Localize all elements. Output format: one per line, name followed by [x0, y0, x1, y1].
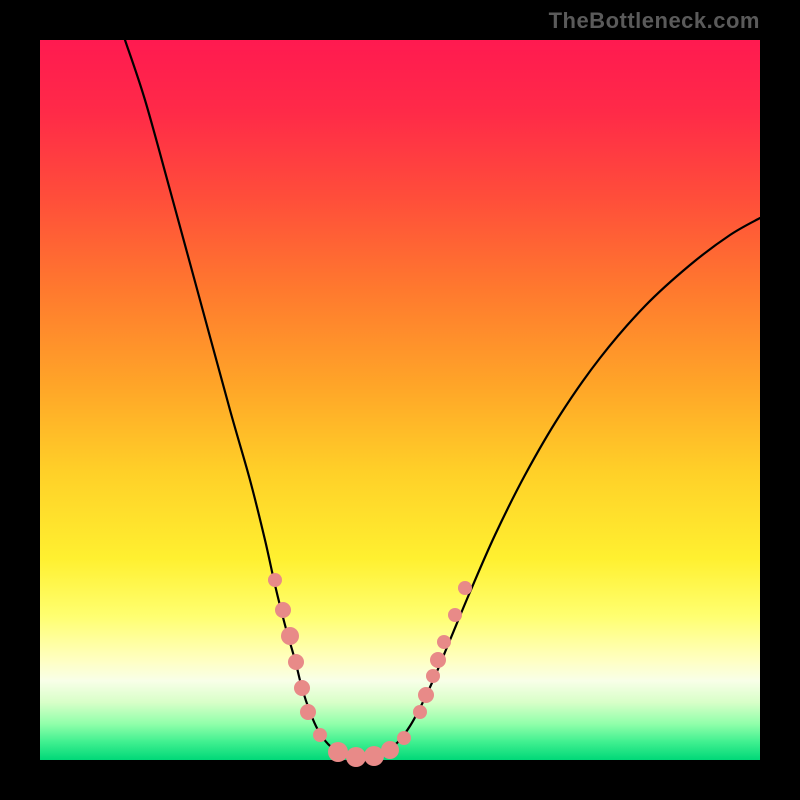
curve-marker — [413, 705, 427, 719]
curve-marker — [430, 652, 446, 668]
bottleneck-curve — [125, 40, 760, 758]
curve-marker — [300, 704, 316, 720]
curve-marker — [426, 669, 440, 683]
curve-marker — [328, 742, 348, 762]
curve-marker — [294, 680, 310, 696]
curve-marker — [313, 728, 327, 742]
curve-marker — [458, 581, 472, 595]
watermark-text: TheBottleneck.com — [549, 8, 760, 34]
curve-marker — [346, 747, 366, 767]
curve-marker — [268, 573, 282, 587]
curve-marker — [418, 687, 434, 703]
curve-marker — [448, 608, 462, 622]
curve-marker — [397, 731, 411, 745]
curve-marker — [381, 741, 399, 759]
curve-marker — [281, 627, 299, 645]
curve-marker — [288, 654, 304, 670]
curve-marker — [275, 602, 291, 618]
curve-marker — [364, 746, 384, 766]
curve-layer — [40, 40, 760, 760]
curve-marker — [437, 635, 451, 649]
plot-area — [40, 40, 760, 760]
